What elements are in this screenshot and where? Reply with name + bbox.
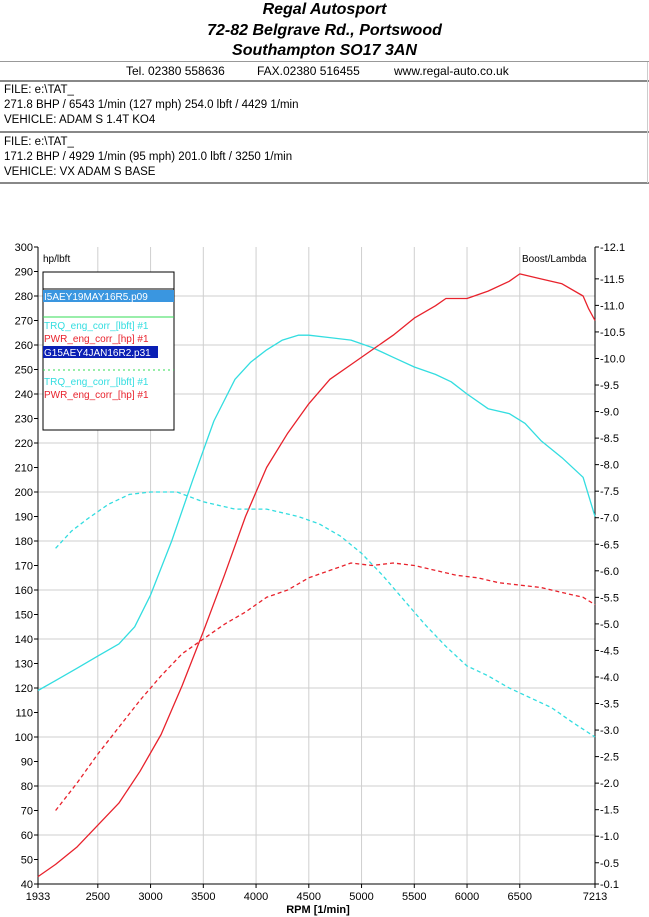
x-tick-label: 6500 (508, 891, 532, 903)
right-tick-label: -3.5 (600, 699, 619, 711)
x-tick-label: 5000 (349, 891, 373, 903)
left-tick-label: 120 (15, 683, 33, 695)
run-1-torque-curve (37, 334, 596, 692)
run-2-vehicle: VEHICLE: VX ADAM S BASE (4, 166, 156, 178)
right-tick-label: -5.0 (600, 619, 619, 631)
legend-file-2: G15AEY4JAN16R2.p31 (44, 348, 151, 359)
legend-file-1-power: PWR_eng_corr_[hp] #1 (44, 334, 149, 345)
x-tick-label: 4000 (244, 891, 268, 903)
header-divider (0, 61, 649, 62)
right-tick-label: -0.5 (600, 858, 619, 870)
left-tick-label: 130 (15, 659, 33, 671)
right-tick-label: -3.0 (600, 725, 619, 737)
header-right-edge (647, 62, 648, 183)
x-tick-label: 5500 (402, 891, 426, 903)
x-axis-label: RPM [1/min] (286, 904, 350, 916)
left-tick-label: 100 (15, 732, 33, 744)
left-tick-label: 260 (15, 340, 33, 352)
legend-file-2-torque: TRQ_eng_corr_[lbft] #1 (44, 377, 149, 388)
left-tick-label: 50 (21, 855, 33, 867)
right-tick-label: -5.5 (600, 592, 619, 604)
left-tick-label: 180 (15, 536, 33, 548)
chart-axes: 1933 2500 3000 3500 4000 4500 5000 5500 6000 6500… (15, 242, 625, 903)
right-tick-label: -6.0 (600, 566, 619, 578)
run-2-divider (0, 182, 649, 184)
run-2-file: FILE: e:\TAT_ (4, 136, 74, 148)
right-tick-label: -0.1 (600, 879, 619, 891)
left-tick-label: 90 (21, 757, 33, 769)
left-tick-label: 40 (21, 879, 33, 891)
left-tick-label: 190 (15, 512, 33, 524)
right-tick-label: -2.5 (600, 752, 619, 764)
run-1-file: FILE: e:\TAT_ (4, 84, 74, 96)
right-axis-label: Boost/Lambda (522, 254, 587, 265)
run-1-vehicle: VEHICLE: ADAM S 1.4T KO4 (4, 114, 156, 126)
fax: FAX.02380 516455 (257, 64, 360, 78)
right-tick-label: -10.0 (600, 353, 625, 365)
left-axis-label: hp/lbft (43, 254, 70, 265)
x-tick-label: 7213 (583, 891, 607, 903)
right-tick-label: -11.0 (600, 300, 624, 312)
left-tick-label: 250 (15, 365, 33, 377)
right-tick-label: -8.5 (600, 433, 619, 445)
x-tick-label: 4500 (297, 891, 321, 903)
left-tick-label: 60 (21, 830, 33, 842)
address-line-1: 72-82 Belgrave Rd., Portswood (207, 22, 442, 39)
x-tick-label: 2500 (86, 891, 110, 903)
right-tick-label: -6.5 (600, 539, 619, 551)
left-tick-label: 240 (15, 389, 33, 401)
right-tick-label: -9.0 (600, 407, 619, 419)
right-tick-label: -10.5 (600, 327, 625, 339)
x-tick-label: 6000 (455, 891, 479, 903)
right-tick-label: -11.5 (600, 274, 624, 286)
legend-file-1-torque: TRQ_eng_corr_[lbft] #1 (44, 321, 149, 332)
left-tick-label: 140 (15, 634, 33, 646)
run-1-divider (0, 131, 649, 133)
address-line-2: Southampton SO17 3AN (232, 42, 417, 59)
telephone: Tel. 02380 558636 (126, 64, 225, 78)
legend-file-2-highlight (43, 346, 158, 358)
left-tick-label: 230 (15, 414, 33, 426)
chart-legend: I5AEY19MAY16R5.p09 TRQ_eng_corr_[lbft] #… (42, 271, 175, 431)
run-2-power-curve (55, 562, 596, 811)
right-tick-label: -8.0 (600, 460, 619, 472)
website: www.regal-auto.co.uk (394, 64, 509, 78)
left-tick-label: 150 (15, 610, 33, 622)
x-tick-label: 3000 (138, 891, 162, 903)
x-tick-label: 1933 (26, 891, 50, 903)
left-tick-label: 220 (15, 438, 33, 450)
right-tick-label: -4.5 (600, 645, 619, 657)
left-tick-label: 280 (15, 291, 33, 303)
right-tick-label: -9.5 (600, 380, 619, 392)
right-tick-label: -12.1 (600, 242, 625, 254)
right-tick-label: -2.0 (600, 778, 619, 790)
left-tick-label: 200 (15, 487, 33, 499)
company-name: Regal Autosport (262, 1, 387, 18)
run-1-result: 271.8 BHP / 6543 1/min (127 mph) 254.0 l… (4, 99, 299, 111)
left-tick-label: 70 (21, 806, 33, 818)
left-tick-label: 290 (15, 267, 33, 279)
legend-file-2-power: PWR_eng_corr_[hp] #1 (44, 390, 149, 401)
right-tick-label: -1.5 (600, 805, 619, 817)
chart-curves (37, 273, 596, 878)
run-1-power-curve (37, 273, 596, 878)
contact-divider (0, 80, 649, 82)
left-tick-label: 170 (15, 561, 33, 573)
left-tick-label: 270 (15, 316, 33, 328)
run-2-result: 171.2 BHP / 4929 1/min (95 mph) 201.0 lb… (4, 151, 293, 163)
right-tick-label: -7.5 (600, 486, 619, 498)
left-tick-label: 300 (15, 242, 33, 254)
legend-file-1: I5AEY19MAY16R5.p09 (44, 292, 148, 303)
right-tick-label: -7.0 (600, 513, 619, 525)
run-2-torque-curve (55, 491, 596, 738)
left-tick-label: 80 (21, 781, 33, 793)
left-tick-label: 110 (15, 708, 33, 720)
right-tick-label: -4.0 (600, 672, 619, 684)
left-tick-label: 160 (15, 585, 33, 597)
x-tick-label: 3500 (191, 891, 215, 903)
legend-file-1-highlight (43, 290, 174, 302)
right-tick-label: -1.0 (600, 831, 619, 843)
left-tick-label: 210 (15, 463, 33, 475)
